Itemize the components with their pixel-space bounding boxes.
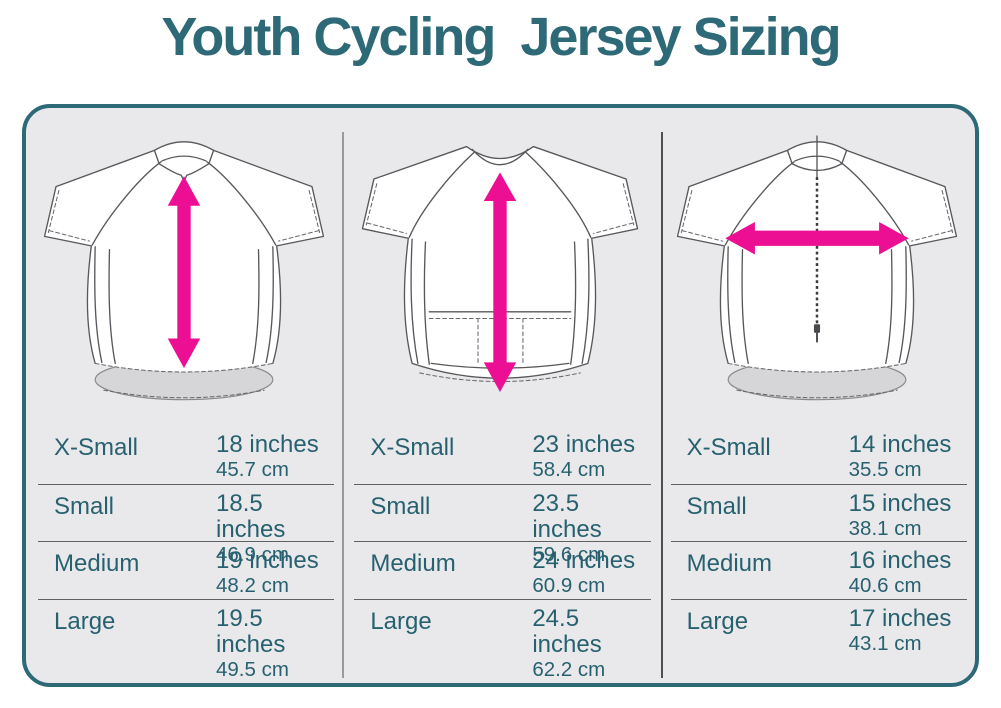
size-label: Medium (54, 550, 140, 577)
cm-value: 48.2 cm (216, 574, 289, 597)
column-back-length: X-Small 23 inches 58.4 cm Small 23.5 inch… (342, 108, 658, 683)
sizing-panel: X-Small 18 inches 45.7 cm Small 18.5 inch… (22, 104, 979, 687)
cm-value: 43.1 cm (848, 631, 922, 655)
inches-value: 23 inches (532, 431, 636, 458)
size-label: Medium (370, 550, 456, 577)
table-row: Medium 24 inches 60.9 cm (354, 541, 651, 599)
inches-value: 16 inches (848, 547, 952, 574)
front-length-size-table: X-Small 18 inches 45.7 cm Small 18.5 inch… (26, 426, 342, 681)
jersey-front-illustration (44, 141, 325, 401)
column-chest-width: X-Small 14 inches 35.5 cm Small 15 inches… (659, 108, 975, 683)
inches-value: 24.5 inches (532, 604, 602, 658)
size-label: X-Small (686, 434, 771, 461)
jersey-zipper-front-illustration (676, 135, 957, 401)
table-row: Small 18.5 inches 46.9 cm (38, 483, 335, 566)
inches-value: 17 inches (848, 604, 952, 632)
column-divider (342, 132, 344, 678)
size-label: Large (686, 607, 749, 635)
table-row: Large 17 inches 43.1 cm (670, 598, 967, 657)
inches-value: 19.5 inches (216, 604, 286, 658)
page-title: Youth Cycling Jersey Sizing (161, 7, 841, 67)
cm-value: 60.9 cm (532, 574, 606, 597)
table-row: X-Small 23 inches 58.4 cm (354, 426, 650, 484)
column-front-length: X-Small 18 inches 45.7 cm Small 18.5 inch… (26, 108, 342, 683)
inches-value: 18.5 inches (216, 489, 286, 543)
cm-value: 35.5 cm (848, 458, 922, 481)
inches-value: 19 inches (216, 547, 319, 574)
table-row: X-Small 14 inches 35.5 cm (671, 426, 967, 484)
size-label: Large (54, 607, 116, 635)
column-divider (661, 132, 663, 678)
table-row: Large 19.5 inches 49.5 cm (38, 598, 335, 681)
table-row: Small 23.5 inches 59.6 cm (354, 483, 651, 566)
size-label: Small (370, 492, 431, 520)
table-row: Medium 16 inches 40.6 cm (670, 541, 967, 599)
size-label: Small (686, 492, 747, 520)
chest-width-size-table: X-Small 14 inches 35.5 cm Small 15 inches… (659, 426, 975, 656)
cm-value: 58.4 cm (532, 458, 606, 481)
inches-value: 15 inches (848, 489, 952, 517)
inches-value: 23.5 inches (532, 489, 602, 543)
back-length-size-table: X-Small 23 inches 58.4 cm Small 23.5 inch… (342, 426, 658, 681)
size-label: X-Small (54, 434, 139, 461)
inches-value: 24 inches (532, 547, 636, 574)
zipper-pull (813, 324, 820, 333)
inches-value: 14 inches (848, 431, 952, 458)
table-row: Small 15 inches 38.1 cm (670, 483, 967, 542)
size-label: Medium (686, 550, 773, 577)
zipper (813, 177, 820, 343)
size-label: X-Small (370, 434, 455, 461)
table-row: X-Small 18 inches 45.7 cm (38, 426, 334, 484)
cm-value: 46.9 cm (216, 542, 289, 566)
cm-value: 62.2 cm (532, 657, 606, 681)
chest-width-arrow (725, 222, 909, 255)
cm-value: 49.5 cm (216, 657, 289, 681)
cm-value: 45.7 cm (216, 458, 289, 481)
cm-value: 59.6 cm (532, 542, 606, 566)
size-label: Small (54, 492, 115, 520)
size-label: Large (370, 607, 432, 635)
jersey-back-illustration (362, 145, 639, 393)
front-length-arrow (167, 176, 201, 369)
table-row: Large 24.5 inches 62.2 cm (354, 598, 651, 681)
inches-value: 18 inches (216, 431, 319, 458)
cm-value: 40.6 cm (848, 574, 922, 597)
table-row: Medium 19 inches 48.2 cm (38, 541, 335, 599)
cm-value: 38.1 cm (848, 516, 922, 540)
back-length-arrow (484, 172, 517, 393)
